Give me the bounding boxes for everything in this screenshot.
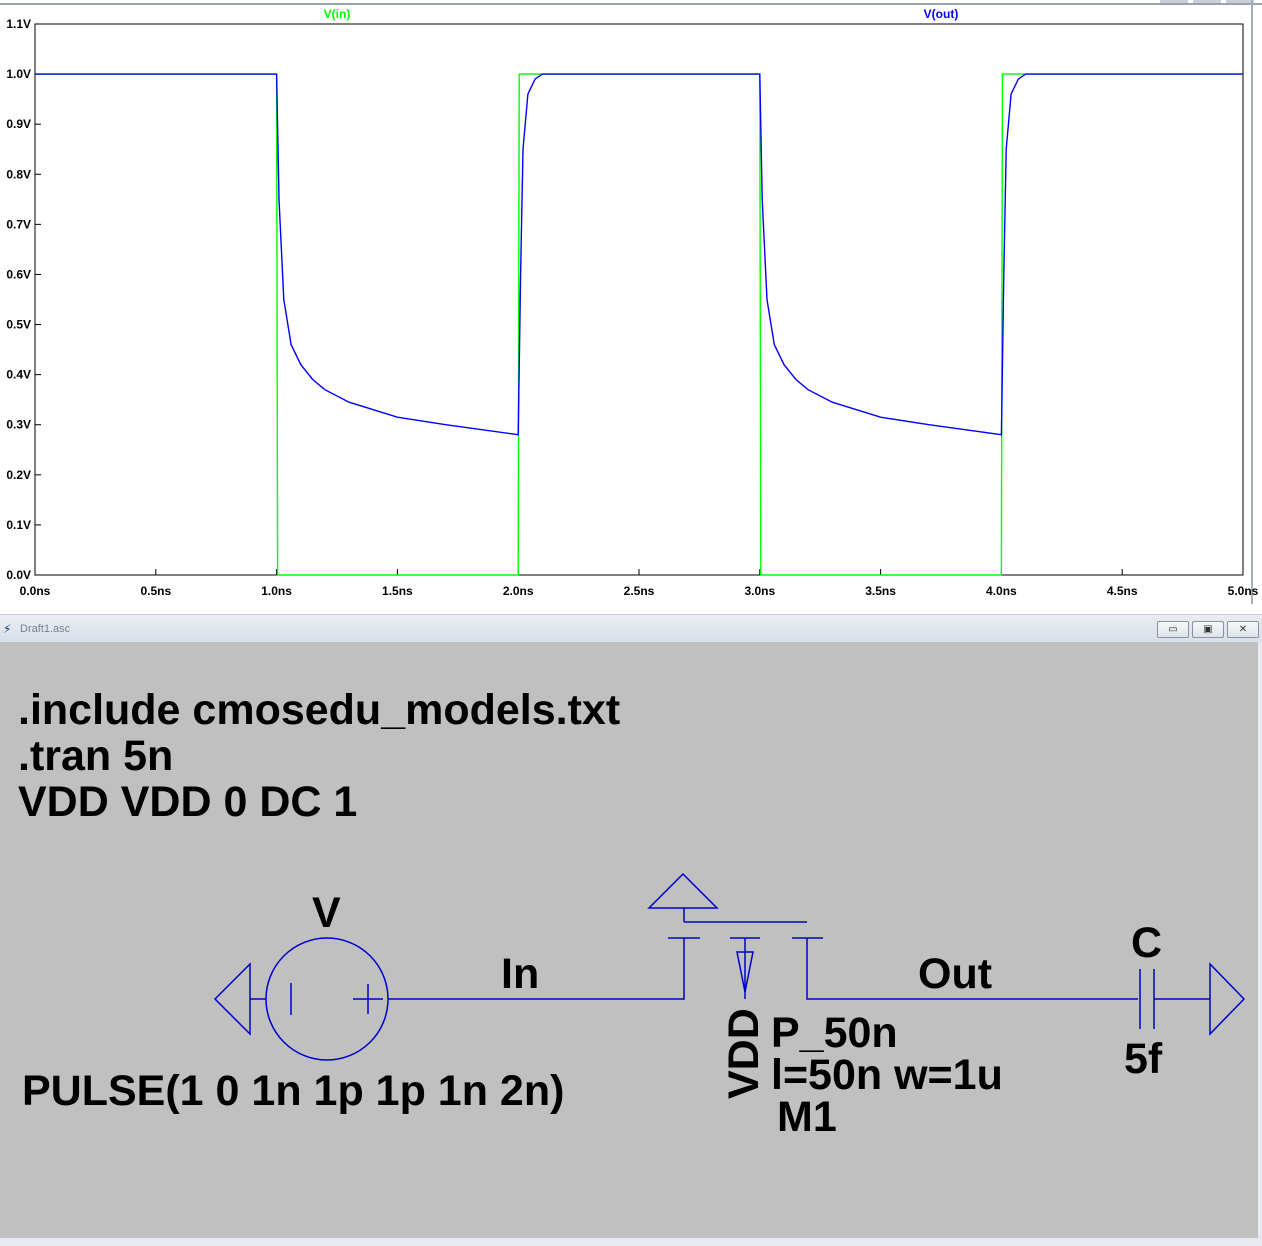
y-tick-label: 0.4V bbox=[6, 368, 31, 382]
window-border bbox=[1258, 642, 1262, 1246]
mos-bulk-arrow bbox=[736, 951, 754, 993]
y-tick-label: 0.8V bbox=[6, 167, 31, 181]
trace-label-vin[interactable]: V(in) bbox=[324, 7, 351, 21]
y-tick-label: 0.9V bbox=[6, 117, 31, 131]
x-tick-label: 0.5ns bbox=[140, 584, 171, 598]
net-label-in[interactable]: In bbox=[501, 950, 540, 998]
x-tick-label: 3.5ns bbox=[865, 584, 896, 598]
mos-model-label[interactable]: P_50n bbox=[771, 1009, 898, 1057]
mos-name-label[interactable]: M1 bbox=[777, 1093, 837, 1141]
wire-out[interactable] bbox=[806, 938, 1138, 1000]
schematic-titlebar[interactable]: ⚡ Draft1.asc ▭ ▣ ✕ bbox=[0, 614, 1262, 643]
x-tick-label: 1.0ns bbox=[261, 584, 292, 598]
trace-label-vout[interactable]: V(out) bbox=[924, 7, 959, 21]
schematic-drawing[interactable] bbox=[0, 642, 1258, 1238]
ground-symbol-right[interactable] bbox=[1209, 962, 1246, 1036]
y-tick-label: 0.6V bbox=[6, 267, 31, 281]
plot-area[interactable] bbox=[34, 23, 1244, 576]
series-line-vout[interactable] bbox=[35, 73, 1243, 436]
x-tick-label: 4.0ns bbox=[986, 584, 1017, 598]
schematic-canvas[interactable]: .include cmosedu_models.txt .tran 5n VDD… bbox=[0, 642, 1258, 1238]
close-button[interactable]: ✕ bbox=[1227, 621, 1259, 638]
spice-directive-include[interactable]: .include cmosedu_models.txt bbox=[18, 686, 621, 734]
x-tick-label: 3.0ns bbox=[744, 584, 775, 598]
y-tick-label: 0.7V bbox=[6, 217, 31, 231]
x-tick-label: 2.5ns bbox=[624, 584, 655, 598]
waveform-chart[interactable]: 0.0ns 0.5ns 1.0ns 1.5ns 2.0ns 2.5ns 3.0ns 3.5ns… bbox=[0, 0, 1262, 604]
net-label-vdd[interactable]: VDD bbox=[720, 1008, 768, 1099]
mos-params-label[interactable]: l=50n w=1u bbox=[771, 1051, 1003, 1099]
restore-button[interactable]: ▣ bbox=[1192, 621, 1224, 638]
source-name-label[interactable]: V bbox=[312, 889, 341, 937]
source-value-label[interactable]: PULSE(1 0 1n 1p 1p 1n 2n) bbox=[22, 1067, 565, 1115]
waveform-plot-window[interactable]: 0.0ns 0.5ns 1.0ns 1.5ns 2.0ns 2.5ns 3.0ns 3.5ns… bbox=[0, 0, 1262, 604]
spice-directive-tran[interactable]: .tran 5n bbox=[18, 732, 174, 780]
y-tick-label: 1.1V bbox=[6, 17, 31, 31]
x-tick-label: 5.0ns bbox=[1228, 584, 1259, 598]
minimize-button[interactable]: ▭ bbox=[1157, 621, 1189, 638]
schematic-window[interactable]: ⚡ Draft1.asc ▭ ▣ ✕ bbox=[0, 614, 1262, 1246]
y-tick-label: 0.1V bbox=[6, 518, 31, 532]
vdd-flag-symbol[interactable] bbox=[647, 872, 719, 909]
cap-value-label[interactable]: 5f bbox=[1124, 1035, 1163, 1083]
x-tick-label: 0.0ns bbox=[20, 584, 51, 598]
x-tick-label: 2.0ns bbox=[503, 584, 534, 598]
ltspice-icon: ⚡ bbox=[3, 622, 12, 636]
y-tick-label: 0.3V bbox=[6, 418, 31, 432]
y-tick-label: 0.2V bbox=[6, 468, 31, 482]
spice-directive-vdd[interactable]: VDD VDD 0 DC 1 bbox=[18, 778, 358, 826]
y-tick-label: 0.0V bbox=[6, 568, 31, 582]
y-tick-label: 1.0V bbox=[6, 67, 31, 81]
x-tick-label: 1.5ns bbox=[382, 584, 413, 598]
ground-symbol-left[interactable] bbox=[213, 962, 251, 1036]
y-tick-label: 0.5V bbox=[6, 318, 31, 332]
net-label-out[interactable]: Out bbox=[918, 950, 993, 998]
wire-in[interactable] bbox=[388, 938, 685, 1000]
window-title: Draft1.asc bbox=[20, 623, 71, 635]
x-tick-label: 4.5ns bbox=[1107, 584, 1138, 598]
cap-name-label[interactable]: C bbox=[1131, 919, 1163, 967]
